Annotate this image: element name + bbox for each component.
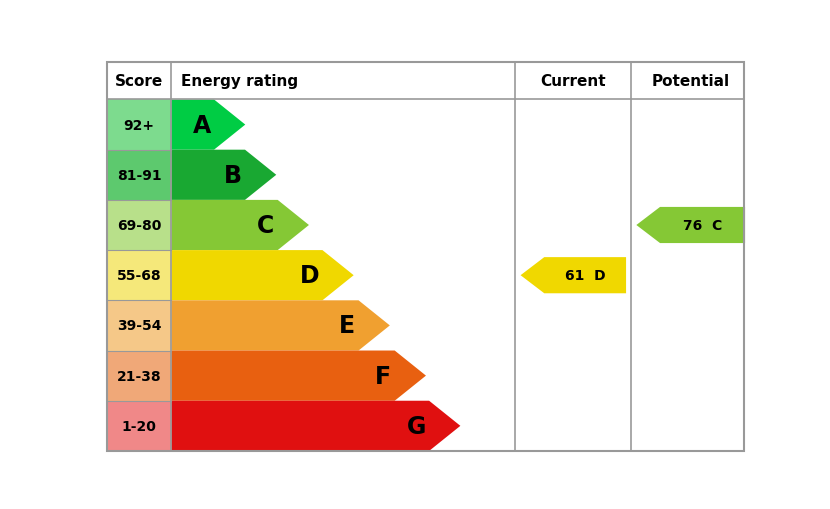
Bar: [107, 201, 171, 250]
Polygon shape: [171, 100, 246, 150]
Text: Score: Score: [115, 74, 164, 89]
Bar: [107, 150, 171, 201]
Text: E: E: [339, 314, 355, 338]
Polygon shape: [171, 301, 390, 351]
Text: Current: Current: [540, 74, 606, 89]
Text: 55-68: 55-68: [117, 269, 162, 282]
Text: 61  D: 61 D: [565, 269, 605, 282]
Bar: [107, 401, 171, 451]
Polygon shape: [171, 250, 354, 301]
Polygon shape: [171, 351, 426, 401]
Text: 76  C: 76 C: [683, 218, 722, 233]
Text: 69-80: 69-80: [117, 218, 161, 233]
Text: 1-20: 1-20: [122, 419, 157, 433]
Text: 92+: 92+: [124, 118, 154, 132]
Bar: [107, 100, 171, 150]
Bar: [107, 250, 171, 301]
Text: D: D: [300, 264, 320, 288]
Text: 21-38: 21-38: [117, 369, 162, 383]
Text: F: F: [375, 364, 392, 388]
Bar: [107, 301, 171, 351]
Polygon shape: [637, 208, 745, 244]
Bar: [107, 351, 171, 401]
Text: G: G: [407, 414, 426, 438]
Text: C: C: [257, 214, 275, 238]
Text: Potential: Potential: [652, 74, 730, 89]
Text: B: B: [224, 163, 242, 187]
Text: A: A: [193, 114, 211, 137]
Polygon shape: [171, 150, 276, 201]
Polygon shape: [520, 258, 626, 294]
Text: Energy rating: Energy rating: [181, 74, 298, 89]
Polygon shape: [171, 401, 461, 451]
Polygon shape: [171, 201, 309, 250]
Text: 81-91: 81-91: [117, 168, 162, 182]
Text: 39-54: 39-54: [117, 319, 161, 333]
